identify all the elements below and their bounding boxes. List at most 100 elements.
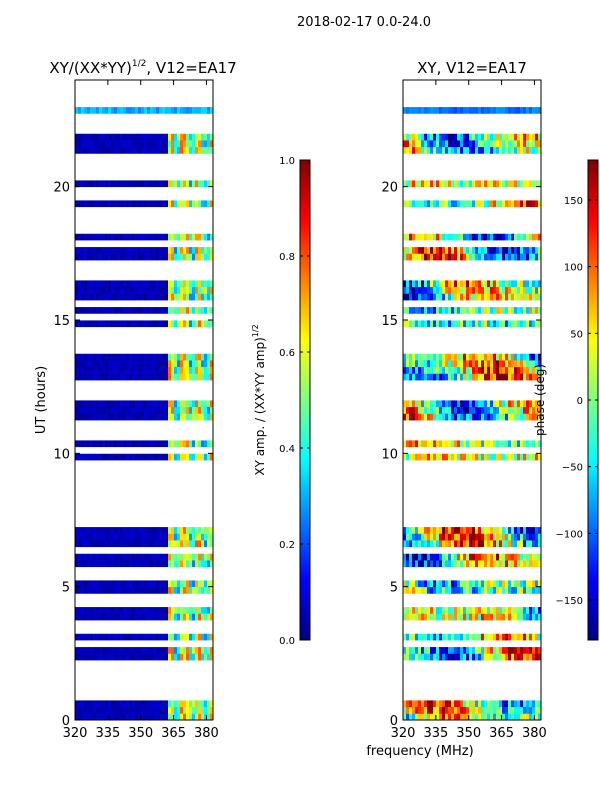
amp-cell — [177, 133, 181, 141]
amp-cell — [108, 486, 112, 494]
amp-cell — [177, 573, 181, 581]
amp-cell — [99, 146, 103, 154]
amp-cell — [135, 380, 139, 388]
amp-cell — [126, 160, 130, 168]
amp-cell — [84, 386, 88, 394]
amp-cell — [105, 320, 109, 328]
amp-cell — [96, 520, 100, 528]
amp-cell — [111, 100, 115, 108]
amp-cell — [90, 173, 94, 181]
amp-cell — [135, 286, 139, 294]
amp-cell — [93, 320, 97, 328]
amp-cell — [177, 153, 181, 161]
amp-cell — [171, 540, 175, 548]
amp-cell — [111, 613, 115, 621]
amp-cell — [105, 453, 109, 461]
amp-cell — [195, 680, 199, 688]
amp-cell — [168, 260, 172, 268]
phase-cell — [469, 693, 473, 701]
amp-cell — [183, 513, 187, 521]
amp-cell — [117, 600, 121, 608]
amp-cell — [141, 200, 145, 208]
amp-cell — [195, 193, 199, 201]
amp-cell — [120, 446, 124, 454]
amp-cell — [120, 500, 124, 508]
amp-cell — [120, 300, 124, 308]
amp-cell — [174, 400, 178, 408]
amp-cell — [210, 320, 213, 328]
amp-cell — [126, 666, 130, 674]
amp-cell — [198, 193, 202, 201]
amp-cell — [126, 533, 130, 541]
amp-cell — [84, 80, 88, 88]
amp-cell — [129, 113, 133, 121]
amp-cell — [153, 293, 157, 301]
amp-cell — [201, 473, 205, 481]
amp-cell — [171, 606, 175, 614]
amp-cell — [93, 666, 97, 674]
phase-cell — [538, 693, 541, 701]
amp-cell — [171, 413, 175, 421]
amp-cell — [96, 673, 100, 681]
amp-cell — [147, 140, 151, 148]
amp-cell — [93, 420, 97, 428]
phase-cell — [478, 706, 482, 714]
amp-cell — [105, 340, 109, 348]
amp-cell — [186, 320, 190, 328]
amp-cell — [177, 300, 181, 308]
amp-cell — [75, 386, 79, 394]
amp-cell — [129, 466, 133, 474]
amp-cell — [153, 406, 157, 414]
amp-cell — [189, 573, 193, 581]
amp-cell — [156, 206, 160, 214]
amp-cell — [78, 506, 82, 514]
amp-cell — [141, 493, 145, 501]
amp-cell — [75, 446, 79, 454]
amp-cell — [81, 493, 85, 501]
amp-cell — [87, 513, 91, 521]
amp-cell — [75, 120, 79, 128]
phase-cell — [421, 693, 425, 701]
amp-cell — [192, 433, 196, 441]
amp-cell — [75, 313, 79, 321]
amp-cell — [174, 206, 178, 214]
amp-cell — [204, 540, 208, 548]
amp-cell — [198, 446, 202, 454]
amp-cell — [84, 340, 88, 348]
amp-cell — [90, 186, 94, 194]
amp-cell — [117, 126, 121, 134]
amp-cell — [90, 553, 94, 561]
amp-cell — [117, 613, 121, 621]
amp-cell — [114, 280, 118, 288]
amp-cell — [171, 546, 175, 554]
phase-cell — [403, 633, 407, 641]
amp-cell — [141, 360, 145, 368]
amp-cell — [132, 180, 136, 188]
amp-cell — [189, 366, 193, 374]
amp-cell — [192, 600, 196, 608]
amp-cell — [144, 213, 148, 221]
amp-cell — [156, 506, 160, 514]
amp-cell — [75, 86, 79, 94]
amp-cell — [135, 306, 139, 314]
amp-cell — [156, 426, 160, 434]
amp-cell — [183, 366, 187, 374]
amp-cell — [198, 406, 202, 414]
amp-cell — [201, 713, 205, 720]
amp-cell — [186, 380, 190, 388]
amp-cell — [90, 673, 94, 681]
amp-cell — [75, 466, 79, 474]
amp-cell — [174, 613, 178, 621]
amp-cell — [132, 253, 136, 261]
phase-cell — [529, 646, 533, 654]
amp-cell — [162, 220, 166, 228]
amp-cell — [120, 240, 124, 248]
amp-cell — [204, 406, 208, 414]
amp-cell — [144, 593, 148, 601]
amp-cell — [162, 126, 166, 134]
amp-cell — [177, 393, 181, 401]
amp-cell — [75, 680, 79, 688]
amp-cell — [153, 286, 157, 294]
amp-cell — [120, 126, 124, 134]
amp-cell — [93, 133, 97, 141]
